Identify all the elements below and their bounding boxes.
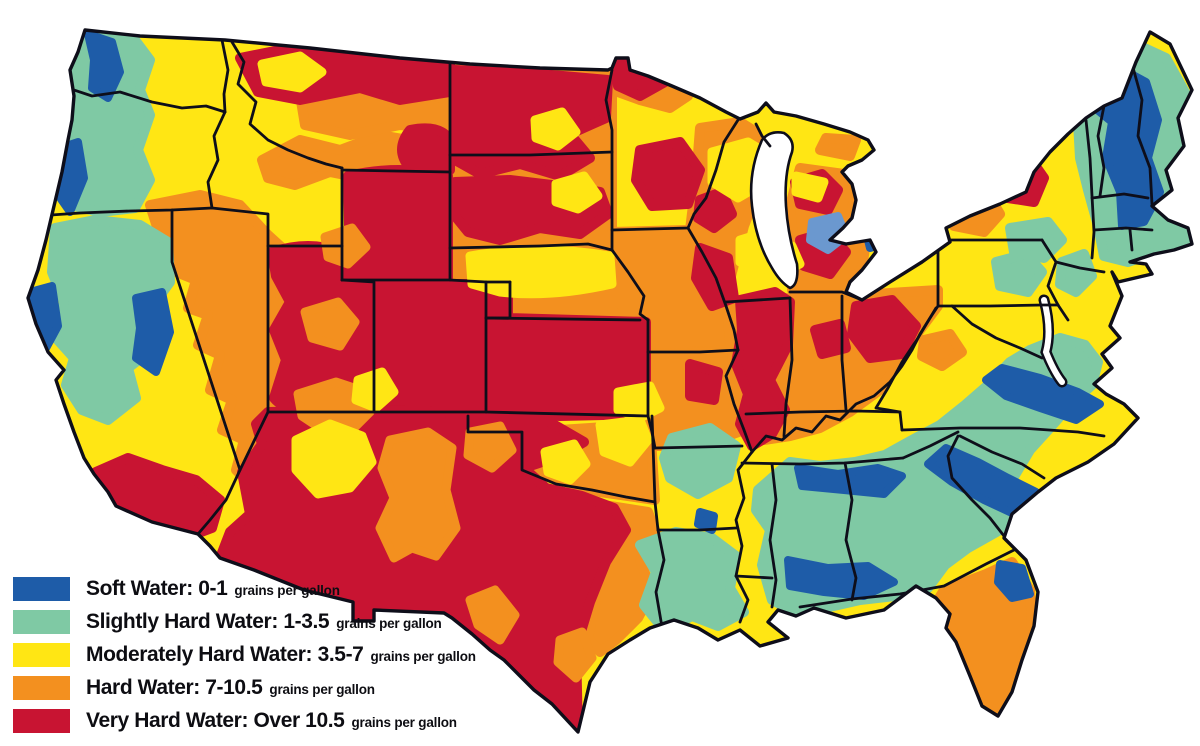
state-border [900, 426, 1106, 438]
state-border [340, 278, 512, 284]
state-border [840, 294, 848, 412]
blob [815, 133, 861, 161]
state-border [734, 450, 754, 624]
state-border [1040, 238, 1060, 307]
state-border [340, 278, 376, 414]
saginaw-bay-patch [806, 212, 850, 254]
state-border [936, 303, 1060, 308]
state-border [646, 348, 740, 354]
blob [300, 297, 360, 351]
blob [595, 415, 653, 467]
state-border [653, 444, 744, 450]
state-border [604, 68, 614, 252]
state-border [946, 434, 1006, 538]
blob [530, 107, 581, 151]
state-border [843, 461, 858, 602]
blob [132, 288, 174, 376]
state-border [768, 462, 778, 609]
state-border [656, 526, 738, 532]
state-border [210, 206, 270, 472]
blob [291, 419, 377, 499]
state-border [170, 208, 242, 536]
lake-michigan [749, 131, 799, 290]
state-border [266, 410, 650, 418]
state-border [220, 38, 230, 114]
state-border [230, 40, 344, 170]
blob [982, 364, 1104, 424]
state-border [901, 430, 960, 460]
state-border [686, 226, 740, 352]
state-border [610, 226, 690, 232]
state-border [1130, 62, 1154, 206]
chesapeake-bay-water [1041, 297, 1065, 385]
blob [613, 381, 665, 423]
state-border [206, 110, 227, 210]
state-border [484, 316, 642, 322]
state-border [1056, 303, 1070, 322]
state-border [740, 456, 905, 466]
blob [343, 165, 453, 289]
state-border [650, 414, 660, 532]
blob [784, 556, 898, 600]
state-border [654, 528, 666, 629]
blob [553, 627, 597, 683]
blob [293, 377, 375, 437]
blob [84, 30, 124, 102]
state-border [754, 122, 772, 148]
blob [551, 171, 603, 214]
state-border [1084, 118, 1096, 260]
state-border [686, 118, 740, 230]
blob [810, 319, 851, 359]
state-border [1128, 228, 1134, 252]
blob [320, 223, 371, 269]
blob [257, 51, 327, 93]
state-border [1054, 260, 1106, 274]
state-border [782, 296, 794, 438]
state-border [724, 348, 754, 454]
blob [375, 427, 461, 563]
blob [540, 439, 591, 485]
blob [917, 329, 967, 371]
state-border [610, 248, 650, 322]
state-border [1096, 104, 1106, 198]
great-lakes [749, 131, 1068, 388]
state-border [34, 206, 214, 218]
state-border [1092, 226, 1154, 232]
state-border [734, 574, 774, 580]
blob [659, 423, 741, 499]
blob [685, 359, 723, 405]
state-border [744, 409, 902, 416]
blob [1055, 249, 1097, 297]
blob [397, 123, 455, 175]
state-border [958, 434, 1046, 480]
blob [694, 508, 718, 534]
blob [463, 421, 517, 473]
state-borders [34, 38, 1154, 629]
blob [693, 187, 737, 233]
state-border [448, 150, 614, 157]
state-border [60, 84, 227, 114]
state-border [950, 304, 1044, 360]
blob [631, 137, 705, 211]
blob [791, 171, 829, 203]
blob [794, 464, 906, 498]
state-border [466, 414, 657, 504]
state-border [340, 168, 452, 174]
state-border [1090, 192, 1150, 200]
state-border [724, 296, 792, 304]
blob [994, 560, 1034, 602]
hard-water-patches [293, 223, 597, 683]
us-outline [26, 28, 1194, 734]
blob [635, 527, 749, 635]
state-border [874, 306, 938, 432]
blob [465, 245, 617, 299]
blob [847, 295, 921, 363]
state-border [448, 242, 614, 252]
blob [465, 585, 520, 645]
